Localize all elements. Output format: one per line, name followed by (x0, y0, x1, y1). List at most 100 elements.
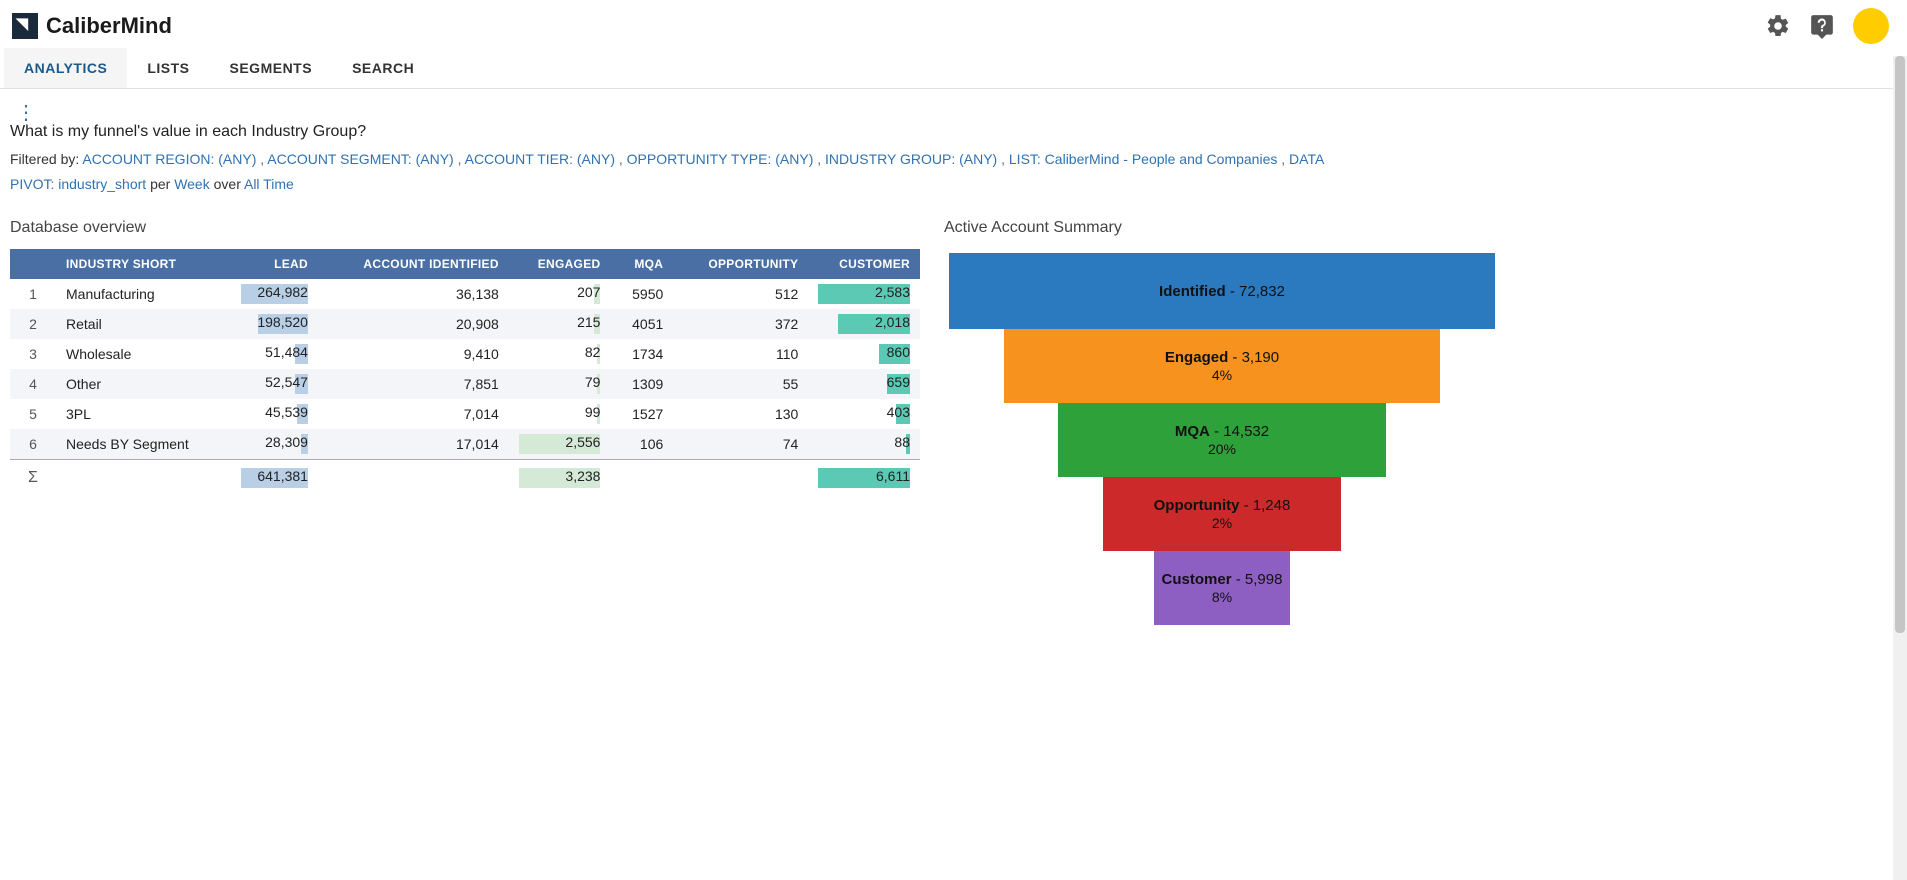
table-cell: 3,238 (509, 460, 611, 494)
table-cell: 1 (10, 279, 56, 309)
filter-chip[interactable]: OPPORTUNITY TYPE: (ANY) (627, 151, 814, 167)
table-cell: 52,547 (231, 369, 318, 399)
table-row[interactable]: 6Needs BY Segment28,30917,0142,556106748… (10, 429, 920, 460)
topbar: CaliberMind (0, 0, 1907, 48)
table-cell: 215 (509, 309, 611, 339)
table-cell: Σ (10, 460, 56, 494)
table-cell: 4051 (610, 309, 673, 339)
table-cell: 5 (10, 399, 56, 429)
funnel-step-engaged[interactable]: Engaged - 3,1904% (1004, 329, 1440, 403)
table-cell: Needs BY Segment (56, 429, 231, 460)
gear-icon[interactable] (1765, 13, 1791, 39)
table-cell: 51,484 (231, 339, 318, 369)
topbar-actions (1765, 8, 1889, 44)
column-header[interactable]: OPPORTUNITY (673, 249, 808, 279)
table-cell: 6,611 (808, 460, 920, 494)
tab-lists[interactable]: LISTS (127, 48, 209, 88)
scrollbar[interactable] (1893, 56, 1907, 880)
main-tabs: ANALYTICSLISTSSEGMENTSSEARCH (0, 48, 1907, 89)
filter-chip[interactable]: LIST: CaliberMind - People and Companies (1009, 151, 1277, 167)
table-cell: 1734 (610, 339, 673, 369)
table-cell: 7,014 (318, 399, 509, 429)
table-total-row: Σ641,3813,2386,611 (10, 460, 920, 494)
tab-segments[interactable]: SEGMENTS (210, 48, 333, 88)
brand[interactable]: CaliberMind (12, 13, 172, 39)
table-cell: 198,520 (231, 309, 318, 339)
funnel-step-value: - 3,190 (1228, 349, 1279, 366)
table-row[interactable]: 4Other52,5477,85179130955659 (10, 369, 920, 399)
filter-over: over (214, 176, 241, 192)
column-header[interactable]: LEAD (231, 249, 318, 279)
table-cell: 3 (10, 339, 56, 369)
table-cell: 659 (808, 369, 920, 399)
table-cell: Other (56, 369, 231, 399)
table-cell: Manufacturing (56, 279, 231, 309)
help-icon[interactable] (1809, 13, 1835, 39)
funnel-step-opportunity[interactable]: Opportunity - 1,2482% (1103, 477, 1341, 551)
funnel-step-pct: 20% (1208, 441, 1236, 457)
column-header[interactable]: ENGAGED (509, 249, 611, 279)
funnel-step-label: Engaged (1165, 349, 1228, 366)
table-cell: 5950 (610, 279, 673, 309)
filter-chip[interactable]: ACCOUNT TIER: (ANY) (465, 151, 615, 167)
table-cell: 4 (10, 369, 56, 399)
avatar[interactable] (1853, 8, 1889, 44)
table-cell: 45,539 (231, 399, 318, 429)
funnel-chart: Identified - 72,832Engaged - 3,1904%MQA … (944, 249, 1500, 625)
more-menu-icon[interactable]: ⋮ (10, 103, 1897, 123)
database-overview-panel: Database overview INDUSTRY SHORTLEADACCO… (10, 219, 920, 625)
table-cell (56, 460, 231, 494)
table-cell: 403 (808, 399, 920, 429)
filter-per: per (150, 176, 170, 192)
content: ⋮ What is my funnel's value in each Indu… (0, 89, 1907, 859)
funnel-step-customer[interactable]: Customer - 5,9988% (1154, 551, 1290, 625)
tab-analytics[interactable]: ANALYTICS (4, 48, 127, 88)
table-cell: 88 (808, 429, 920, 460)
filter-chip[interactable]: ACCOUNT SEGMENT: (ANY) (267, 151, 453, 167)
table-row[interactable]: 53PL45,5397,014991527130403 (10, 399, 920, 429)
table-row[interactable]: 3Wholesale51,4849,410821734110860 (10, 339, 920, 369)
filter-separator: , (997, 151, 1009, 167)
page-question: What is my funnel's value in each Indust… (10, 123, 1897, 141)
table-cell: 2 (10, 309, 56, 339)
tab-search[interactable]: SEARCH (332, 48, 434, 88)
table-row[interactable]: 2Retail198,52020,90821540513722,018 (10, 309, 920, 339)
funnel-step-identified[interactable]: Identified - 72,832 (949, 253, 1495, 329)
column-header[interactable]: MQA (610, 249, 673, 279)
funnel-step-label: Opportunity (1154, 497, 1240, 514)
table-cell: 3PL (56, 399, 231, 429)
filter-chip[interactable]: INDUSTRY GROUP: (ANY) (825, 151, 997, 167)
funnel-step-mqa[interactable]: MQA - 14,53220% (1058, 403, 1386, 477)
scrollbar-thumb[interactable] (1895, 56, 1905, 633)
table-row[interactable]: 1Manufacturing264,98236,13820759505122,5… (10, 279, 920, 309)
filter-separator: , (813, 151, 825, 167)
filter-chip[interactable]: DATA (1289, 151, 1324, 167)
column-header[interactable]: CUSTOMER (808, 249, 920, 279)
filter-week[interactable]: Week (174, 176, 210, 192)
filter-pivot[interactable]: PIVOT: industry_short (10, 176, 146, 192)
overview-table: INDUSTRY SHORTLEADACCOUNT IDENTIFIEDENGA… (10, 249, 920, 493)
funnel-panel: Active Account Summary Identified - 72,8… (944, 219, 1897, 625)
filter-separator: , (256, 151, 267, 167)
funnel-title: Active Account Summary (944, 219, 1897, 237)
column-header[interactable] (10, 249, 56, 279)
table-cell: 106 (610, 429, 673, 460)
table-cell: 264,982 (231, 279, 318, 309)
filter-alltime[interactable]: All Time (244, 176, 294, 192)
filter-separator: , (1277, 151, 1289, 167)
table-cell: 28,309 (231, 429, 318, 460)
table-cell: 74 (673, 429, 808, 460)
table-cell: 207 (509, 279, 611, 309)
table-cell: 79 (509, 369, 611, 399)
column-header[interactable]: ACCOUNT IDENTIFIED (318, 249, 509, 279)
filter-chip[interactable]: ACCOUNT REGION: (ANY) (82, 151, 256, 167)
table-cell: 130 (673, 399, 808, 429)
table-cell: 9,410 (318, 339, 509, 369)
funnel-step-value: - 14,532 (1210, 423, 1269, 440)
table-cell (318, 460, 509, 494)
table-cell: 6 (10, 429, 56, 460)
funnel-step-pct: 8% (1212, 589, 1232, 605)
filter-lead: Filtered by: (10, 151, 79, 167)
funnel-step-label: Identified (1159, 283, 1226, 300)
column-header[interactable]: INDUSTRY SHORT (56, 249, 231, 279)
